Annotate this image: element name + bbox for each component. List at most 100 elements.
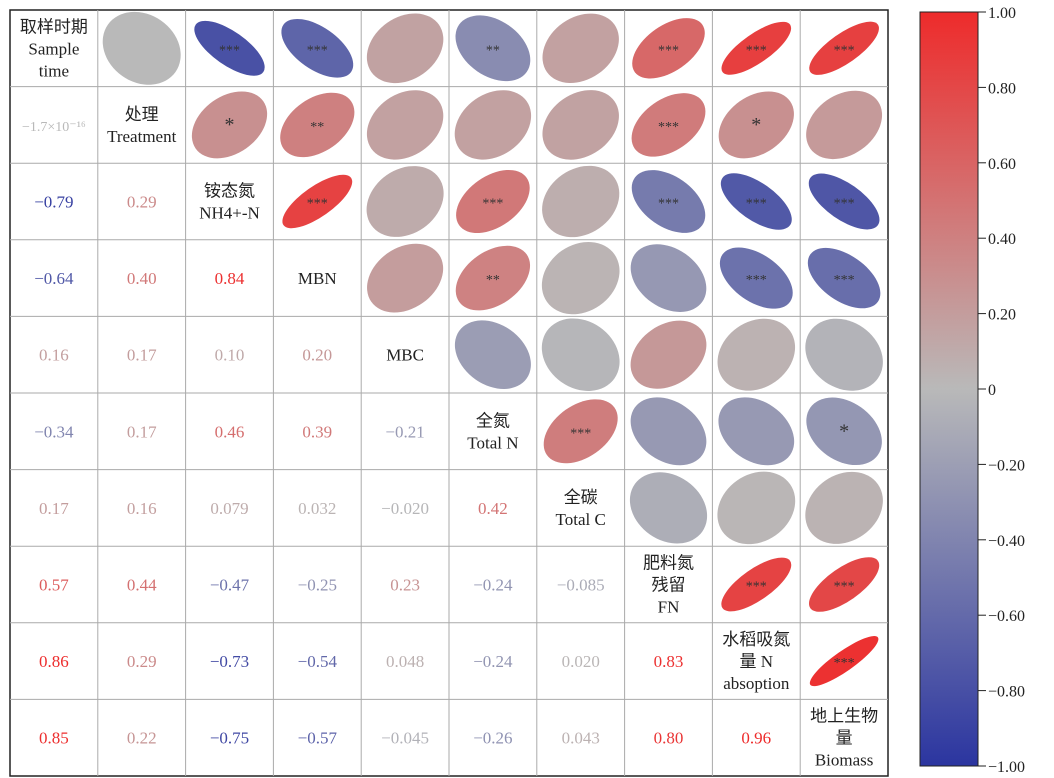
significance-label: * <box>839 420 849 442</box>
correlation-ellipse <box>454 320 531 389</box>
correlation-value-label: 0.16 <box>127 499 157 518</box>
ellipse-shape <box>808 557 880 612</box>
correlation-ellipse <box>718 91 794 159</box>
ellipse-shape <box>281 18 354 78</box>
correlation-ellipse <box>541 318 620 391</box>
correlation-ellipse <box>807 247 881 309</box>
correlation-value-label: 0.39 <box>302 422 332 441</box>
correlation-value-label: 0.17 <box>127 422 157 441</box>
significance-label: * <box>225 114 235 136</box>
correlation-ellipse <box>720 173 792 230</box>
correlation-ellipse <box>366 166 444 237</box>
colorbar-tick-label: 0.40 <box>988 231 1016 248</box>
correlation-value-label: 0.96 <box>741 729 771 748</box>
ellipse-shape <box>717 318 796 391</box>
correlation-ellipse <box>102 11 181 85</box>
correlation-value-label: −1.7×10⁻¹⁶ <box>22 120 86 135</box>
correlation-ellipse <box>542 165 620 238</box>
correlation-value-label: −0.26 <box>473 729 512 748</box>
ellipse-shape <box>805 471 883 544</box>
colorbar-tick-label: 0.60 <box>988 156 1016 173</box>
correlation-value-label: 0.032 <box>298 499 336 518</box>
correlation-value-label: 0.85 <box>39 729 69 748</box>
ellipse-shape <box>631 93 706 157</box>
ellipse-shape <box>629 472 708 544</box>
correlation-value-label: −0.045 <box>381 729 429 748</box>
correlation-ellipse <box>542 90 619 160</box>
variable-label: 肥料氮残留 FN <box>643 554 694 617</box>
correlation-ellipse <box>806 90 883 160</box>
significance-label: *** <box>307 43 328 58</box>
ellipse-shape <box>366 166 444 237</box>
colorbar-tick-label: −0.40 <box>988 533 1025 550</box>
ellipse-shape <box>805 318 883 391</box>
correlation-value-label: −0.75 <box>210 729 249 748</box>
correlation-ellipse <box>808 173 880 230</box>
colorbar-tick-label: −0.20 <box>988 457 1025 474</box>
correlation-value-label: 0.23 <box>390 576 420 595</box>
variable-label: MBN <box>298 269 337 288</box>
variable-label: 铵态氮 NH4+-N <box>199 182 260 223</box>
ellipse-shape <box>367 243 444 313</box>
significance-label: *** <box>658 43 679 58</box>
correlation-value-label: −0.24 <box>473 652 513 671</box>
variable-label: 地上生物量 Biomass <box>810 707 878 770</box>
ellipse-shape <box>280 92 355 158</box>
ellipse-shape <box>809 636 879 687</box>
correlation-value-label: 0.048 <box>386 652 424 671</box>
correlation-value-label: 0.29 <box>127 652 157 671</box>
correlation-value-label: −0.020 <box>381 499 429 518</box>
ellipse-shape <box>717 471 796 545</box>
significance-label: *** <box>746 43 767 58</box>
significance-label: *** <box>482 197 503 212</box>
ellipse-shape <box>366 13 444 84</box>
significance-label: *** <box>219 43 240 58</box>
correlation-ellipse <box>717 318 796 391</box>
ellipse-shape <box>454 90 532 160</box>
variable-label: 处理 Treatment <box>107 105 177 146</box>
ellipse-shape <box>455 15 531 82</box>
correlation-ellipse <box>541 241 620 315</box>
ellipse-shape <box>806 90 883 160</box>
ellipse-shape <box>542 165 620 238</box>
correlation-value-label: 0.46 <box>215 422 245 441</box>
ellipse-shape <box>282 174 353 229</box>
correlation-ellipse <box>809 636 879 687</box>
ellipse-shape <box>630 320 707 389</box>
ellipse-shape <box>721 21 792 75</box>
correlation-ellipse <box>366 13 444 84</box>
significance-label: *** <box>658 197 679 212</box>
correlation-value-label: −0.34 <box>34 422 74 441</box>
correlation-ellipse <box>367 243 444 313</box>
ellipse-shape <box>541 241 620 315</box>
correlation-value-label: 0.80 <box>654 729 684 748</box>
correlation-ellipse <box>282 174 353 229</box>
correlation-ellipse <box>542 13 619 84</box>
ellipse-shape <box>542 13 619 84</box>
correlation-ellipse <box>805 318 883 391</box>
correlation-value-label: 0.22 <box>127 729 157 748</box>
variable-label: 全碳 Total C <box>556 488 606 529</box>
correlation-ellipse <box>632 18 705 79</box>
significance-label: * <box>751 114 761 136</box>
correlation-value-label: 0.10 <box>215 346 245 365</box>
correlation-ellipse <box>809 21 879 75</box>
ellipse-shape <box>718 397 795 466</box>
colorbar-tick-label: 0 <box>988 382 996 399</box>
correlation-ellipse <box>721 557 792 612</box>
correlation-ellipse <box>543 399 618 464</box>
ellipse-shape <box>454 320 531 389</box>
significance-label: *** <box>834 656 855 671</box>
ellipse-shape <box>719 247 793 309</box>
correlation-ellipse <box>721 21 792 75</box>
significance-label: *** <box>834 580 855 595</box>
ellipse-shape <box>191 91 268 159</box>
correlation-value-label: −0.21 <box>385 422 424 441</box>
significance-label: *** <box>834 43 855 58</box>
correlation-ellipse <box>281 18 354 78</box>
correlation-ellipse <box>191 91 268 159</box>
correlation-ellipse <box>806 397 882 466</box>
variable-label: 全氮 Total N <box>467 411 518 452</box>
